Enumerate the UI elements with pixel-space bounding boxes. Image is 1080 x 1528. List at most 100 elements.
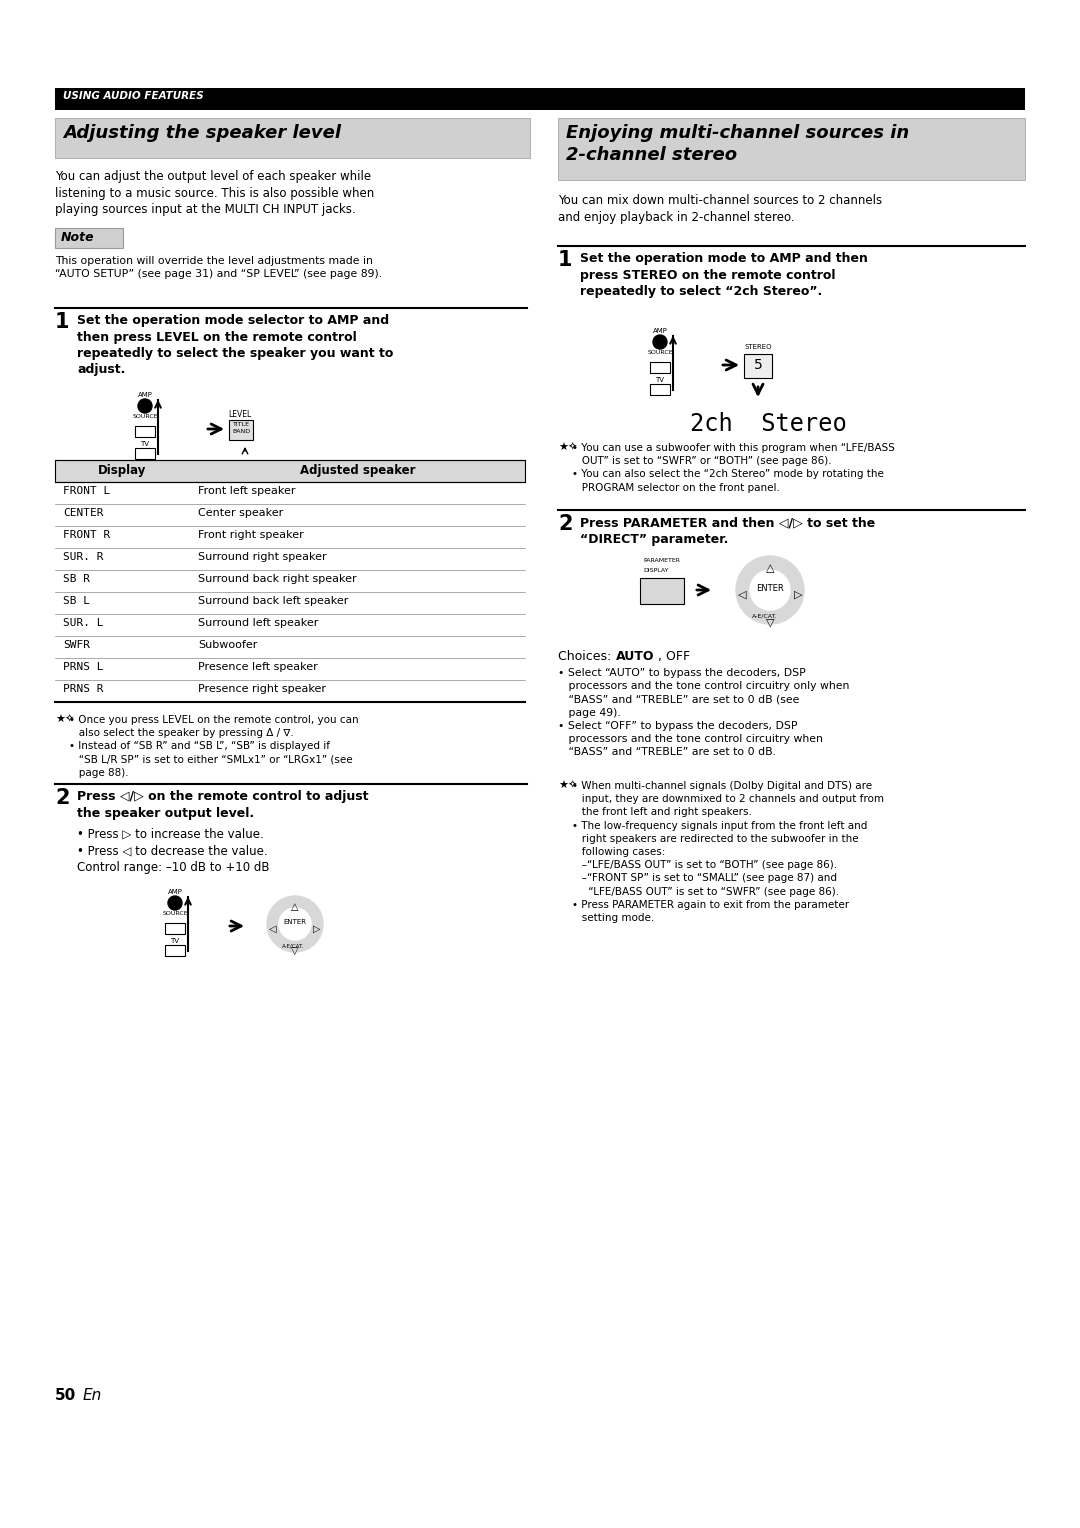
Text: 1: 1 bbox=[558, 251, 572, 270]
Circle shape bbox=[735, 556, 804, 623]
Text: Surround back left speaker: Surround back left speaker bbox=[198, 596, 349, 607]
Text: Surround right speaker: Surround right speaker bbox=[198, 552, 326, 562]
Text: STEREO: STEREO bbox=[744, 344, 772, 350]
Bar bbox=[165, 944, 185, 957]
Bar bbox=[650, 362, 670, 373]
Text: 5: 5 bbox=[754, 358, 762, 371]
Bar bbox=[55, 228, 123, 248]
Bar bbox=[165, 923, 185, 934]
Text: PRNS L: PRNS L bbox=[63, 662, 104, 672]
Bar bbox=[229, 420, 253, 440]
Text: You can adjust the output level of each speaker while
listening to a music sourc: You can adjust the output level of each … bbox=[55, 170, 375, 215]
Text: PRESET/CH: PRESET/CH bbox=[753, 565, 787, 570]
Bar bbox=[640, 578, 684, 604]
Text: • You can use a subwoofer with this program when “LFE/BASS
   OUT” is set to “SW: • You can use a subwoofer with this prog… bbox=[572, 443, 895, 492]
Bar bbox=[558, 118, 1025, 180]
Text: Adjusted speaker: Adjusted speaker bbox=[300, 465, 415, 477]
Bar bbox=[744, 354, 772, 377]
Text: ▷: ▷ bbox=[794, 590, 802, 601]
Text: SB L: SB L bbox=[63, 596, 90, 607]
Text: ◁: ◁ bbox=[738, 590, 746, 601]
Text: Presence right speaker: Presence right speaker bbox=[198, 685, 326, 694]
Circle shape bbox=[279, 908, 311, 940]
Text: ▷: ▷ bbox=[313, 924, 321, 934]
Text: 50: 50 bbox=[55, 1387, 77, 1403]
Circle shape bbox=[750, 570, 789, 610]
Text: △: △ bbox=[766, 562, 774, 573]
Text: ENTER: ENTER bbox=[756, 584, 784, 593]
Text: AMP: AMP bbox=[137, 393, 152, 397]
Text: FRONT L: FRONT L bbox=[63, 486, 110, 497]
Text: FRONT R: FRONT R bbox=[63, 530, 110, 539]
Bar bbox=[55, 118, 530, 157]
Bar bbox=[135, 426, 156, 437]
Text: AUTO: AUTO bbox=[616, 649, 654, 663]
Text: You can mix down multi-channel sources to 2 channels
and enjoy playback in 2-cha: You can mix down multi-channel sources t… bbox=[558, 194, 882, 223]
Text: PRESET/CH: PRESET/CH bbox=[278, 902, 312, 908]
Text: TV: TV bbox=[140, 442, 149, 448]
Text: 2ch  Stereo: 2ch Stereo bbox=[690, 413, 847, 435]
Text: • Select “AUTO” to bypass the decoders, DSP
   processors and the tone control c: • Select “AUTO” to bypass the decoders, … bbox=[558, 668, 849, 758]
Text: 2: 2 bbox=[558, 513, 572, 533]
Text: 1: 1 bbox=[55, 312, 69, 332]
Text: USING AUDIO FEATURES: USING AUDIO FEATURES bbox=[63, 92, 204, 101]
Text: • When multi-channel signals (Dolby Digital and DTS) are
   input, they are down: • When multi-channel signals (Dolby Digi… bbox=[572, 781, 885, 923]
Bar bbox=[55, 89, 1025, 110]
Text: PRNS R: PRNS R bbox=[63, 685, 104, 694]
Text: Press ◁/▷ on the remote control to adjust
the speaker output level.: Press ◁/▷ on the remote control to adjus… bbox=[77, 790, 368, 819]
Text: SOURCE: SOURCE bbox=[647, 350, 673, 354]
Text: TV: TV bbox=[171, 938, 179, 944]
Text: Choices:: Choices: bbox=[558, 649, 616, 663]
Text: ▽: ▽ bbox=[292, 946, 299, 957]
Text: Front right speaker: Front right speaker bbox=[198, 530, 303, 539]
Text: Display: Display bbox=[98, 465, 147, 477]
Bar bbox=[135, 448, 156, 458]
Text: Front left speaker: Front left speaker bbox=[198, 486, 296, 497]
Text: AMP: AMP bbox=[167, 889, 183, 895]
Text: SWFR: SWFR bbox=[63, 640, 90, 649]
Text: A-E/CAT.: A-E/CAT. bbox=[282, 944, 305, 949]
Text: SOURCE: SOURCE bbox=[132, 414, 158, 419]
Text: SUR. L: SUR. L bbox=[63, 617, 104, 628]
Text: 2: 2 bbox=[55, 788, 69, 808]
Text: SB R: SB R bbox=[63, 575, 90, 584]
Text: , OFF: , OFF bbox=[658, 649, 690, 663]
Text: ★✧: ★✧ bbox=[558, 442, 578, 452]
Bar bbox=[650, 384, 670, 396]
Text: Adjusting the speaker level: Adjusting the speaker level bbox=[63, 124, 341, 142]
Text: CENTER: CENTER bbox=[63, 507, 104, 518]
Text: Subwoofer: Subwoofer bbox=[198, 640, 257, 649]
Circle shape bbox=[267, 895, 323, 952]
Text: LEVEL: LEVEL bbox=[228, 410, 252, 419]
Text: ★✧: ★✧ bbox=[558, 779, 578, 790]
Text: ★✧: ★✧ bbox=[55, 714, 75, 724]
Bar bbox=[55, 460, 525, 481]
Text: Surround back right speaker: Surround back right speaker bbox=[198, 575, 356, 584]
Text: SOURCE: SOURCE bbox=[162, 911, 188, 915]
Circle shape bbox=[168, 895, 183, 911]
Text: This operation will override the level adjustments made in
“AUTO SETUP” (see pag: This operation will override the level a… bbox=[55, 257, 382, 278]
Circle shape bbox=[653, 335, 667, 348]
Text: △: △ bbox=[292, 902, 299, 912]
Text: TITLE: TITLE bbox=[232, 422, 249, 426]
Text: TV: TV bbox=[656, 377, 664, 384]
Text: SUR. R: SUR. R bbox=[63, 552, 104, 562]
Text: PARAMETER: PARAMETER bbox=[643, 558, 680, 562]
Text: ENTER: ENTER bbox=[283, 918, 307, 924]
Text: AMP: AMP bbox=[652, 329, 667, 335]
Text: DISPLAY: DISPLAY bbox=[643, 568, 669, 573]
Text: Set the operation mode selector to AMP and
then press LEVEL on the remote contro: Set the operation mode selector to AMP a… bbox=[77, 313, 393, 376]
Text: Note: Note bbox=[60, 231, 95, 244]
Text: Enjoying multi-channel sources in
2-channel stereo: Enjoying multi-channel sources in 2-chan… bbox=[566, 124, 909, 163]
Text: • Once you press LEVEL on the remote control, you can
   also select the speaker: • Once you press LEVEL on the remote con… bbox=[69, 715, 359, 778]
Text: Center speaker: Center speaker bbox=[198, 507, 283, 518]
Text: BAND: BAND bbox=[232, 429, 251, 434]
Text: A-E/CAT.: A-E/CAT. bbox=[752, 614, 778, 619]
Text: Presence left speaker: Presence left speaker bbox=[198, 662, 318, 672]
Text: • Press ▷ to increase the value.
• Press ◁ to decrease the value.
Control range:: • Press ▷ to increase the value. • Press… bbox=[77, 828, 270, 874]
Circle shape bbox=[138, 399, 152, 413]
Text: En: En bbox=[83, 1387, 103, 1403]
Text: Set the operation mode to AMP and then
press STEREO on the remote control
repeat: Set the operation mode to AMP and then p… bbox=[580, 252, 868, 298]
Text: Press PARAMETER and then ◁/▷ to set the
“DIRECT” parameter.: Press PARAMETER and then ◁/▷ to set the … bbox=[580, 516, 875, 545]
Text: ◁: ◁ bbox=[269, 924, 276, 934]
